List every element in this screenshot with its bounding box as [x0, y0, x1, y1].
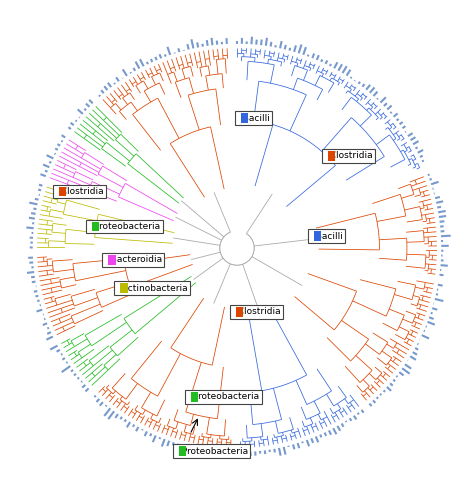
- FancyBboxPatch shape: [59, 186, 66, 196]
- Text: Bacilli: Bacilli: [237, 114, 270, 123]
- Text: Proteobacteria: Proteobacteria: [187, 392, 259, 401]
- Text: Clostridia: Clostridia: [232, 308, 281, 316]
- FancyBboxPatch shape: [328, 151, 336, 161]
- Text: Clostridia: Clostridia: [324, 151, 373, 160]
- FancyBboxPatch shape: [314, 232, 321, 241]
- FancyBboxPatch shape: [241, 113, 248, 123]
- FancyBboxPatch shape: [191, 392, 199, 402]
- FancyBboxPatch shape: [236, 307, 243, 316]
- Text: Proteobacteria: Proteobacteria: [88, 222, 160, 231]
- FancyBboxPatch shape: [109, 255, 116, 264]
- Text: Bacilli: Bacilli: [310, 232, 343, 241]
- FancyBboxPatch shape: [179, 446, 186, 456]
- Text: Proteobacteria: Proteobacteria: [175, 447, 248, 456]
- Text: Actinobacteria: Actinobacteria: [117, 284, 188, 293]
- Text: Bacteroidia: Bacteroidia: [105, 255, 162, 264]
- FancyBboxPatch shape: [92, 222, 99, 232]
- Text: Clostridia: Clostridia: [55, 187, 104, 196]
- FancyBboxPatch shape: [120, 283, 128, 293]
